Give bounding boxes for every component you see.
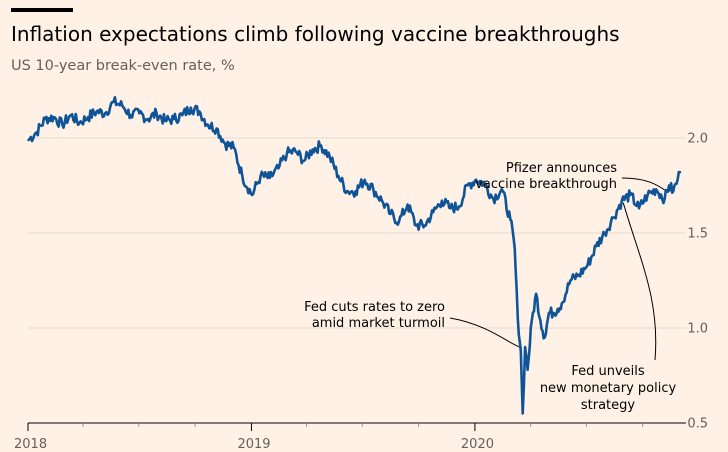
annotation-text: vaccine breakthrough xyxy=(475,177,617,192)
series-line xyxy=(27,96,682,415)
x-axis: 2018 2019 2020 xyxy=(14,423,644,452)
annotation-text: Fed cuts rates to zero xyxy=(304,300,445,315)
annotation-text: Pfizer announces xyxy=(506,161,617,176)
grid-lines xyxy=(28,137,686,424)
annotation-text: strategy xyxy=(581,398,636,413)
annotation-text: amid market turmoil xyxy=(312,316,445,331)
annotation-text: new monetary policy xyxy=(540,381,677,396)
y-tick-labels: 2.0 1.5 1.0 0.5 xyxy=(687,132,708,432)
annotation-connector xyxy=(622,202,657,361)
x-tick-label: 2020 xyxy=(461,437,494,452)
y-tick-label: 1.0 xyxy=(687,322,708,337)
x-tick-label: 2019 xyxy=(237,437,270,452)
y-tick-label: 1.5 xyxy=(687,227,708,242)
y-tick-label: 2.0 xyxy=(687,132,708,147)
x-tick-label: 2018 xyxy=(14,437,47,452)
brand-bar xyxy=(11,8,73,12)
annotation-text: Fed unveils xyxy=(571,364,645,379)
y-tick-label: 0.5 xyxy=(687,417,708,432)
annotation-connector xyxy=(449,317,522,349)
chart-subtitle: US 10-year break-even rate, % xyxy=(11,58,235,74)
chart-title: Inflation expectations climb following v… xyxy=(11,22,620,46)
